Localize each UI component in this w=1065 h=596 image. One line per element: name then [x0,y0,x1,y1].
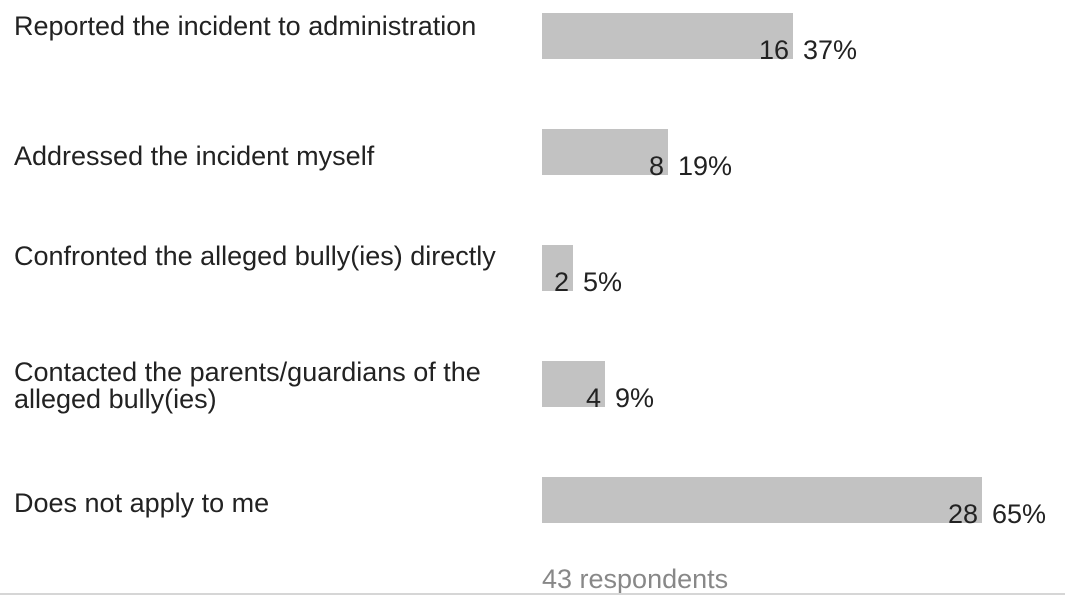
bar-percent-label: 9% [615,383,655,413]
bar-percent-label: 5% [583,267,623,297]
bar-percent-label: 65% [992,499,1047,529]
bar-percent-label: 19% [678,151,733,181]
bar-percent-label: 37% [803,35,858,65]
bottom-divider [0,593,1065,595]
bar-count-label: 4 [585,383,601,413]
bar [542,13,793,59]
category-label: Reported the incident to administration [14,11,477,41]
bar [542,129,668,175]
bar-count-label: 2 [553,267,569,297]
category-label: Contacted the parents/guardians of the a… [14,357,481,414]
respondents-count: 43 respondents [542,564,729,594]
category-label: Addressed the incident myself [14,141,375,171]
bar-count-label: 16 [758,35,789,65]
category-label: Confronted the alleged bully(ies) direct… [14,241,496,271]
bar [542,245,573,291]
bar [542,477,982,523]
bar-count-label: 8 [648,151,664,181]
category-label: Does not apply to me [14,488,270,518]
bar [542,361,605,407]
bar-count-label: 28 [947,499,978,529]
